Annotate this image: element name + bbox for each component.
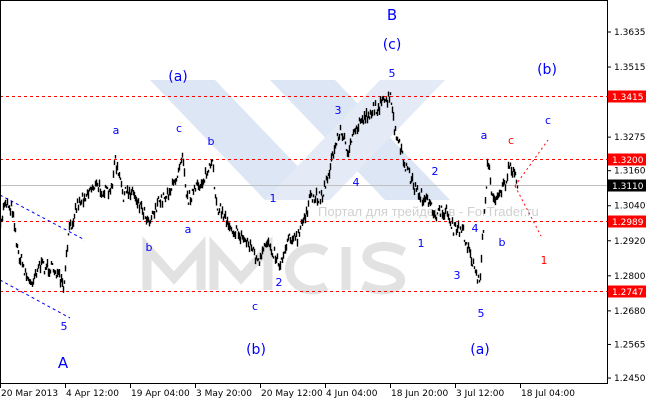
plot-frame xyxy=(0,0,608,384)
x-tick-label: 3 May 20:00 xyxy=(196,389,252,399)
wave-label: A xyxy=(58,354,69,372)
level-tag xyxy=(608,215,646,228)
level-tag-label: 1.2989 xyxy=(612,218,644,228)
logo-letter-s xyxy=(361,242,407,295)
x-tick-label: 19 Apr 04:00 xyxy=(131,389,190,399)
price-bars xyxy=(0,91,519,293)
current-price-label: 1.3110 xyxy=(612,182,644,192)
level-tag-label: 1.2747 xyxy=(612,288,644,298)
y-tick-label: 1.3040 xyxy=(614,202,646,212)
wave-label: (a) xyxy=(470,342,490,358)
wave-label: c xyxy=(176,122,182,135)
channel-line-upper xyxy=(0,194,86,241)
x-axis: 20 Mar 2013 4 Apr 12:00 19 Apr 04:00 3 May … xyxy=(0,383,575,399)
forecast-line-up xyxy=(514,139,549,187)
watermark-caption: Портал для трейдеров - ForTrader.ru xyxy=(318,204,539,219)
wave-label: (b) xyxy=(246,342,266,358)
wave-label: 2 xyxy=(432,165,439,178)
wave-label: 5 xyxy=(478,307,485,320)
y-tick-label: 1.2920 xyxy=(614,237,646,247)
wave-label: 1 xyxy=(541,254,548,267)
x-tick-label: 18 Jun 20:00 xyxy=(391,389,448,399)
wave-label: b xyxy=(146,241,153,254)
level-tag xyxy=(608,153,646,166)
y-tick-label: 1.3275 xyxy=(614,133,646,143)
x-tick-label: 3 Jul 12:00 xyxy=(456,389,505,399)
watermark-logo-stroke xyxy=(150,80,330,200)
wave-label: c xyxy=(508,134,514,147)
wave-label: (c) xyxy=(383,37,402,53)
watermark-logo-stroke xyxy=(265,80,445,200)
wave-label: 4 xyxy=(472,222,479,235)
wave-label: a xyxy=(185,223,192,236)
x-tick-label: 4 Jun 04:00 xyxy=(326,389,378,399)
current-price-tag xyxy=(608,179,646,192)
wave-label: 4 xyxy=(353,176,360,189)
wave-label: b xyxy=(499,236,506,249)
y-tick-label: 1.2450 xyxy=(614,374,646,384)
wave-label: 3 xyxy=(454,269,461,282)
level-tag-label: 1.3415 xyxy=(612,93,644,103)
level-tag-label: 1.3200 xyxy=(612,156,644,166)
wave-label: 3 xyxy=(335,104,342,117)
wave-label: 1 xyxy=(270,192,277,205)
logo-letter-m xyxy=(209,236,273,290)
wave-label: b xyxy=(208,135,215,148)
wave-label: a xyxy=(113,124,120,137)
wave-label: c xyxy=(545,114,551,127)
x-tick-label: 18 Jul 04:00 xyxy=(521,389,575,399)
wave-labels: B (c) 5 (a) a c b 3 4 2 1 b a 1 4 b 3 2 c 5 5 A (b) (a) (b) a c c 1 xyxy=(58,6,557,372)
wave-label: 5 xyxy=(389,67,396,80)
forecast-line-down xyxy=(514,185,542,237)
wave-label: c xyxy=(252,300,258,313)
wave-label: 5 xyxy=(61,320,68,333)
wave-label: B xyxy=(387,6,397,24)
channel-line-lower xyxy=(0,279,71,319)
y-tick-label: 1.3515 xyxy=(614,63,646,73)
blue-channel xyxy=(0,194,86,319)
y-tick-label: 1.3635 xyxy=(614,28,646,38)
y-tick-label: 1.2800 xyxy=(614,272,646,282)
forecast-lines xyxy=(514,139,549,237)
level-tag xyxy=(608,90,646,103)
level-tag xyxy=(608,285,646,298)
x-tick-label: 4 Apr 12:00 xyxy=(66,389,119,399)
y-tick-label: 1.2565 xyxy=(614,340,646,350)
wave-label: (b) xyxy=(537,62,557,78)
y-tick-label: 1.3160 xyxy=(614,167,646,177)
x-tick-label: 20 May 12:00 xyxy=(261,389,323,399)
wave-label: 2 xyxy=(276,276,283,289)
x-tick-label: 20 Mar 2013 xyxy=(1,389,58,399)
wave-label: a xyxy=(481,129,488,142)
y-tick-label: 1.2680 xyxy=(614,307,646,317)
wave-label: 1 xyxy=(418,237,425,250)
logo-letter-m xyxy=(142,236,206,290)
logo-letter-c xyxy=(285,243,329,295)
watermark-logo-lettering xyxy=(142,236,407,295)
y-axis: 1.3635 1.3515 1.3275 1.3160 1.3040 1.2920 1.28… xyxy=(607,28,646,384)
wave-label: (a) xyxy=(168,69,188,85)
